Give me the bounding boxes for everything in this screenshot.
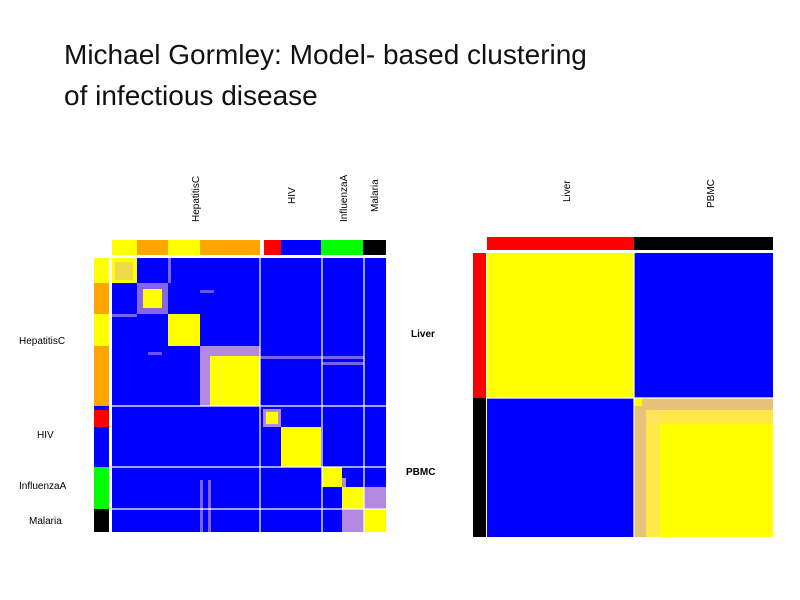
slide-title: Michael Gormley: Model- based clustering… [64,34,764,116]
block-hiv [281,427,321,467]
top-bar-seg-2 [137,240,168,255]
left-bar-seg-1 [94,258,109,283]
slide-title-line1: Michael Gormley: Model- based clustering [64,39,587,70]
block-hepc-1-haze [115,262,133,280]
separators [112,258,386,532]
left-label-hepatitisc: HepatitisC [19,336,65,347]
top-bar-seg-1 [112,240,137,255]
top-bar-pbmc [634,237,773,250]
stripe-7 [322,362,364,365]
stripe-4 [148,352,162,355]
left-bar-seg-4 [94,346,109,406]
top-label-hepatitisc: HepatitisC [191,176,202,222]
pbmc-halo-top [634,398,773,410]
block-influenzaa [322,467,342,487]
top-label-hiv: HIV [287,187,298,204]
block-malaria-d [364,509,386,532]
left-label-liver: Liver [411,329,435,340]
left-label-influenzaa: InfluenzaA [19,481,67,492]
left-label-hiv: HIV [37,430,54,441]
tissue-matrix [487,253,773,537]
top-bar-seg-hiv-b [281,240,321,255]
left-bar-liver [473,253,486,398]
stripe-8 [200,480,203,532]
block-liver-liver [487,253,634,398]
top-bar-seg-4 [200,240,260,255]
stripe-2 [112,314,137,317]
slide-title-line2: of infectious disease [64,80,318,111]
block-hepc-3 [168,314,200,346]
left-bar-seg-influenzaa [94,467,109,509]
top-bar-liver [487,237,634,250]
stripe-9 [208,480,211,532]
left-label-pbmc: PBMC [406,467,435,478]
left-bar-seg-hiv-top [94,406,109,410]
block-malaria-c [342,509,364,532]
left-bar-seg-hiv-a [94,410,109,427]
left-bar-seg-3 [94,314,109,346]
stripe-5 [212,346,260,349]
tissue-heatmap: Liver PBMC Liver PBMC [406,179,773,537]
left-bar-pbmc [473,398,486,537]
left-color-bar [94,258,109,532]
disease-matrix [112,258,386,532]
stripe-1 [168,258,171,283]
pbmc-halo-left [634,398,646,537]
top-label-liver: Liver [562,180,573,202]
left-bar-seg-hiv-b [94,427,109,467]
top-color-bar [112,240,386,255]
stripe-3 [200,290,214,293]
left-bar-seg-2 [94,283,109,314]
block-influenzaa-edge [342,478,346,487]
left-label-malaria: Malaria [29,516,62,527]
top-bar-seg-3 [168,240,200,255]
block-hepc-4-core [210,356,260,406]
top-label-influenzaa: InfluenzaA [339,174,350,222]
top-bar-seg-malaria [363,240,386,255]
pbmc-corner [634,398,642,406]
top-label-malaria: Malaria [370,179,381,212]
block-pbmc-liver [487,398,634,537]
top-bar-seg-hiv-a [264,240,281,255]
block-malaria-a [342,487,364,509]
top-label-pbmc: PBMC [706,179,717,208]
block-malaria-b [364,487,386,509]
block-hiv-small-core [266,412,278,424]
stripe-6 [260,356,364,359]
left-bar-seg-malaria [94,509,109,532]
top-bar-seg-influenzaa [321,240,363,255]
pbmc-halo-top2 [646,410,773,424]
block-hepc-2-core [143,289,162,308]
pbmc-halo-left2 [646,410,660,537]
disease-heatmap: HepatitisC HIV InfluenzaA Malaria [19,174,386,532]
block-liver-pbmc [634,253,773,398]
